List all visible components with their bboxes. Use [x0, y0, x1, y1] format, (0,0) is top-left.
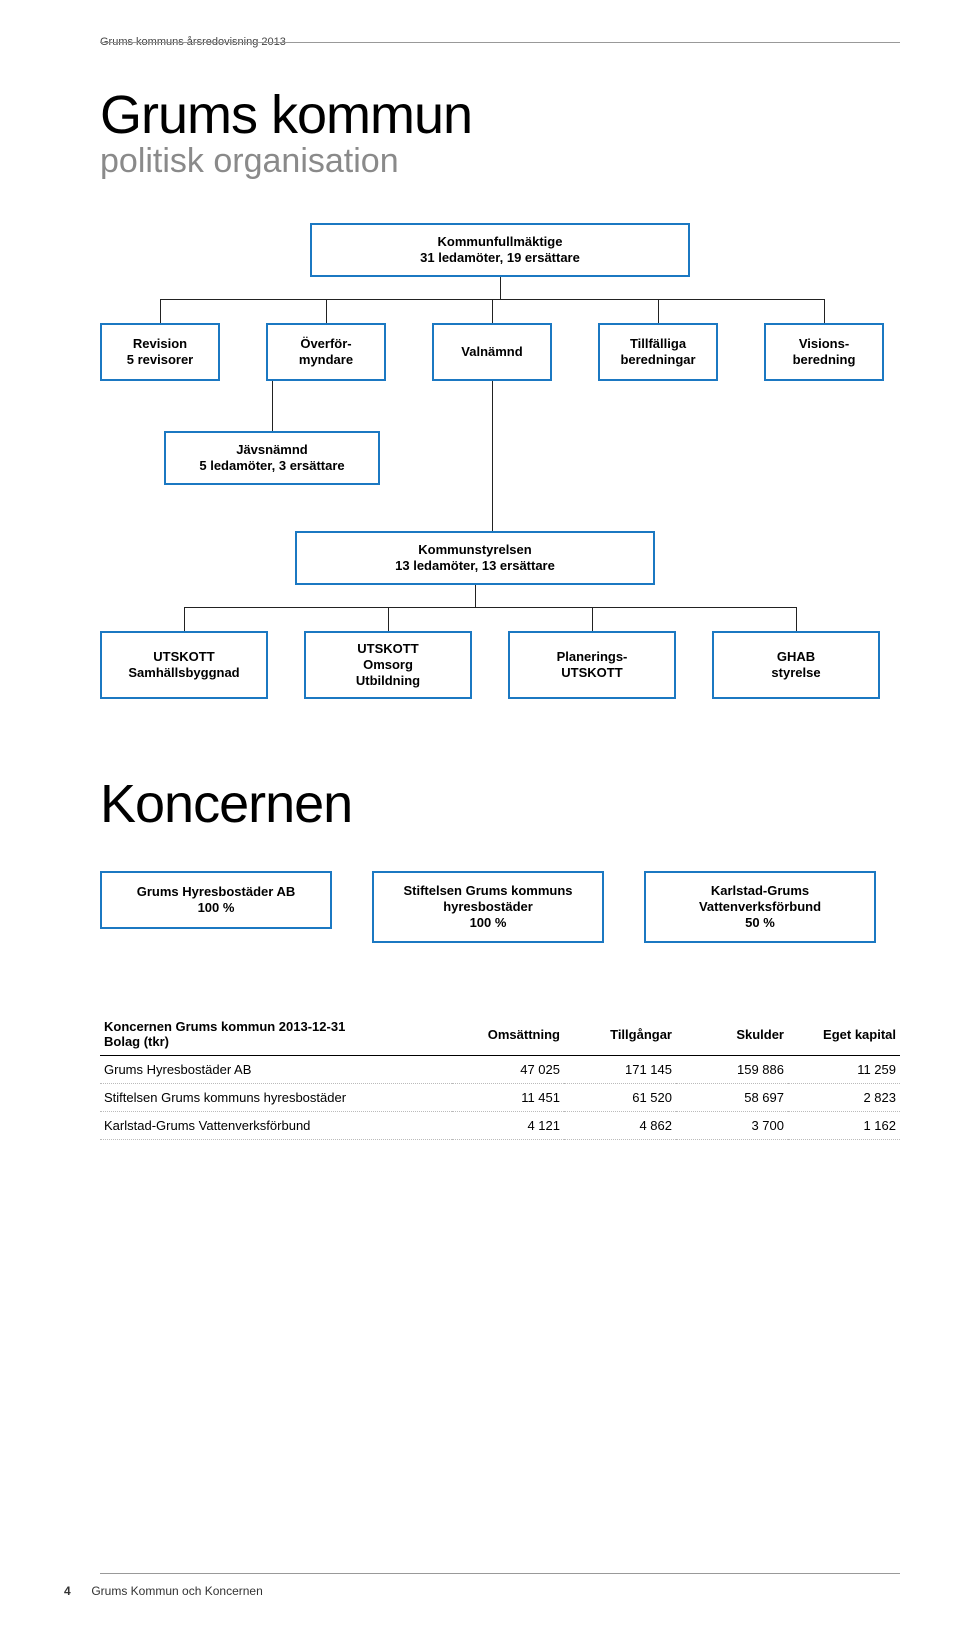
node-row2-2: Valnämnd	[432, 323, 552, 381]
connector	[592, 607, 593, 631]
node-javsnamnd: Jävsnämnd5 ledamöter, 3 ersättare	[164, 431, 380, 485]
row-value: 61 520	[564, 1084, 676, 1112]
connector	[272, 381, 273, 431]
node-row5-3: GHABstyrelse	[712, 631, 880, 699]
row-name: Stiftelsen Grums kommuns hyresbostäder	[100, 1084, 452, 1112]
table-header-left-2: Bolag (tkr)	[104, 1034, 169, 1049]
table-row: Karlstad-Grums Vattenverksförbund4 1214 …	[100, 1112, 900, 1140]
row-value: 11 259	[788, 1056, 900, 1084]
node-row5-1: UTSKOTTOmsorgUtbildning	[304, 631, 472, 699]
connector	[184, 607, 796, 608]
col-eget-kapital: Eget kapital	[788, 1013, 900, 1056]
connector	[326, 299, 327, 323]
koncern-box-0: Grums Hyresbostäder AB100 %	[100, 871, 332, 929]
node-kommunstyrelsen: Kommunstyrelsen13 ledamöter, 13 ersättar…	[295, 531, 655, 585]
footer-section: Grums Kommun och Koncernen	[91, 1584, 262, 1598]
node-row2-1: Överför-myndare	[266, 323, 386, 381]
connector	[160, 299, 161, 323]
row-value: 58 697	[676, 1084, 788, 1112]
page-number: 4	[64, 1584, 88, 1598]
page-footer: 4 Grums Kommun och Koncernen	[64, 1573, 900, 1598]
row-value: 171 145	[564, 1056, 676, 1084]
connector	[796, 607, 797, 631]
col-tillgangar: Tillgångar	[564, 1013, 676, 1056]
connector	[492, 381, 493, 531]
row-value: 3 700	[676, 1112, 788, 1140]
table-row: Stiftelsen Grums kommuns hyresbostäder11…	[100, 1084, 900, 1112]
row-value: 159 886	[676, 1056, 788, 1084]
row-value: 11 451	[452, 1084, 564, 1112]
header-rule	[100, 42, 900, 43]
page-subtitle: politisk organisation	[100, 142, 900, 181]
col-omsattning: Omsättning	[452, 1013, 564, 1056]
connector	[475, 585, 476, 607]
connector	[492, 299, 493, 323]
node-kommunfullmaktige: Kommunfullmäktige31 ledamöter, 19 ersätt…	[310, 223, 690, 277]
org-chart: Kommunfullmäktige31 ledamöter, 19 ersätt…	[100, 223, 900, 713]
row-value: 1 162	[788, 1112, 900, 1140]
node-row5-0: UTSKOTTSamhällsbyggnad	[100, 631, 268, 699]
table-header-left-1: Koncernen Grums kommun 2013-12-31	[104, 1019, 345, 1034]
connector	[658, 299, 659, 323]
row-name: Karlstad-Grums Vattenverksförbund	[100, 1112, 452, 1140]
footer-rule	[100, 1573, 900, 1574]
connector	[388, 607, 389, 631]
row-value: 2 823	[788, 1084, 900, 1112]
koncern-box-2: Karlstad-GrumsVattenverksförbund50 %	[644, 871, 876, 943]
node-row2-0: Revision5 revisorer	[100, 323, 220, 381]
col-skulder: Skulder	[676, 1013, 788, 1056]
row-value: 47 025	[452, 1056, 564, 1084]
koncernen-boxes: Grums Hyresbostäder AB100 % Stiftelsen Gr…	[100, 871, 900, 961]
connector	[500, 277, 501, 299]
row-value: 4 862	[564, 1112, 676, 1140]
table-row: Grums Hyresbostäder AB47 025171 145159 8…	[100, 1056, 900, 1084]
row-name: Grums Hyresbostäder AB	[100, 1056, 452, 1084]
koncernen-title: Koncernen	[100, 773, 900, 835]
page-title: Grums kommun	[100, 84, 900, 146]
node-row5-2: Planerings-UTSKOTT	[508, 631, 676, 699]
node-row2-3: Tillfälligaberedningar	[598, 323, 718, 381]
finance-table: Koncernen Grums kommun 2013-12-31 Bolag …	[100, 1013, 900, 1140]
connector	[184, 607, 185, 631]
table-header-left: Koncernen Grums kommun 2013-12-31 Bolag …	[100, 1013, 452, 1056]
row-value: 4 121	[452, 1112, 564, 1140]
koncern-box-1: Stiftelsen Grums kommunshyresbostäder100…	[372, 871, 604, 943]
connector	[824, 299, 825, 323]
node-row2-4: Visions-beredning	[764, 323, 884, 381]
